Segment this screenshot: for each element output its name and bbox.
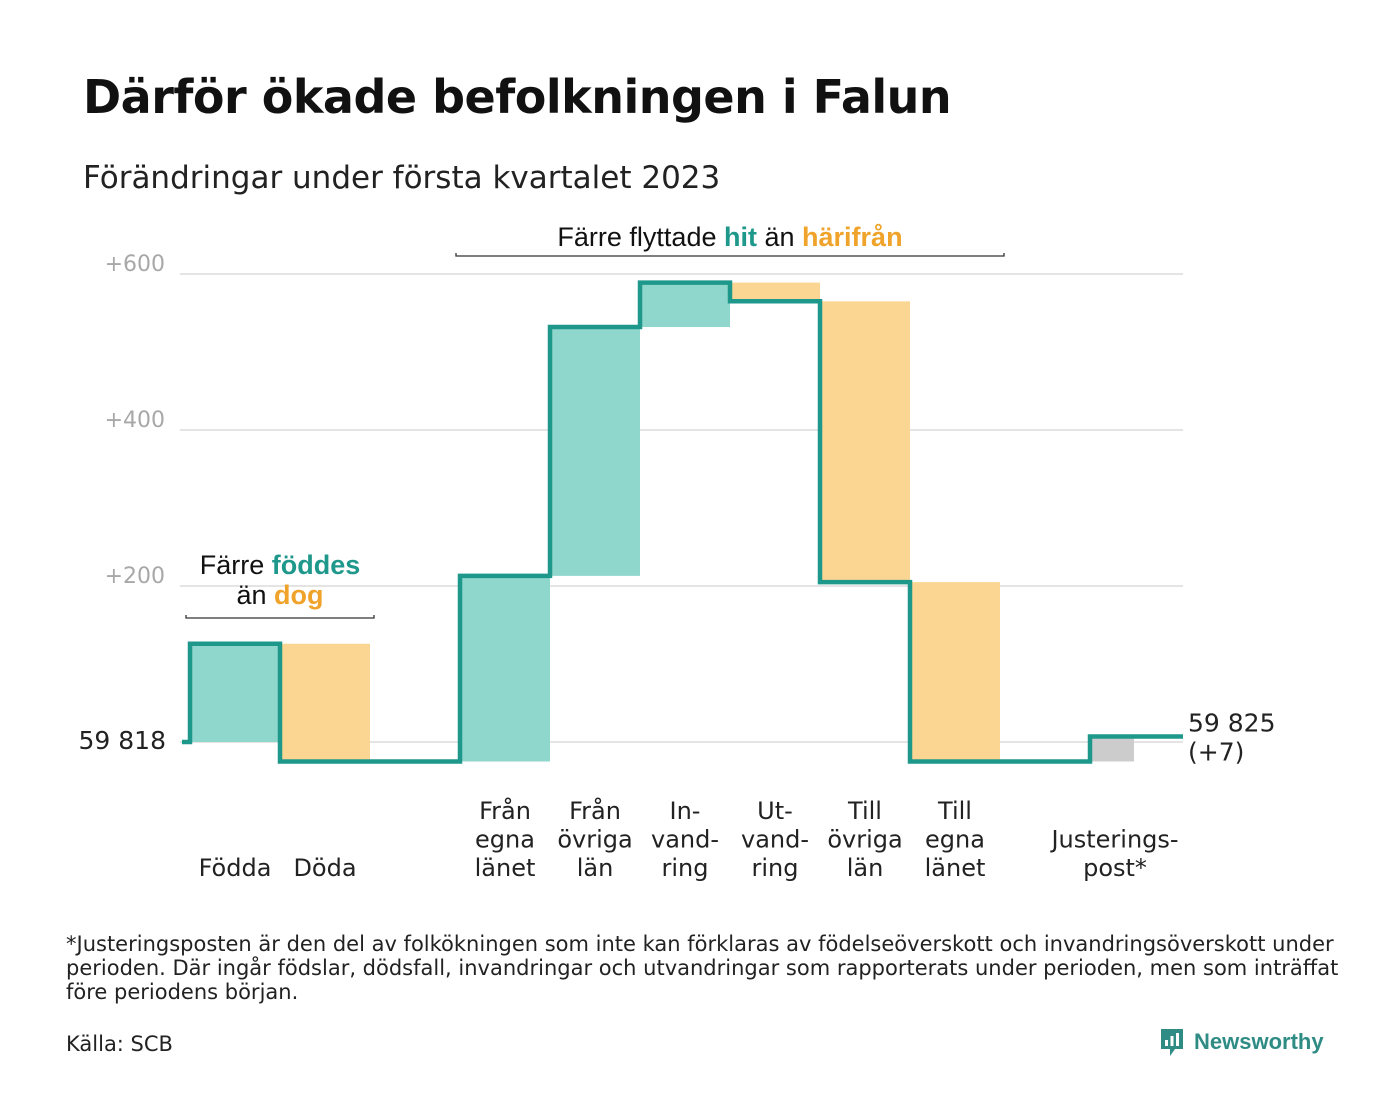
source-note: Källa: SCB xyxy=(66,1032,173,1056)
annotation-part: Färre xyxy=(200,550,272,580)
end-value-label: (+7) xyxy=(1188,738,1244,767)
category-label-till-ovriga-lan: övriga xyxy=(827,826,902,854)
category-label-till-ovriga-lan: Till xyxy=(847,797,882,825)
annotation-bracket xyxy=(185,615,375,619)
bars xyxy=(190,282,1134,762)
annotation-highlight: härifrån xyxy=(802,222,903,252)
category-label-utvandring: vand- xyxy=(741,826,809,854)
waterfall-chart: +200 +400 +600 59 818 59 825(+7) Födda Döda Frå… xyxy=(79,222,1276,882)
bar-doda xyxy=(280,643,370,762)
end-value-label: 59 825 xyxy=(1188,709,1275,738)
category-label-till-egna-lanet: egna xyxy=(925,826,985,854)
bar-utvandring xyxy=(730,282,820,302)
category-label-fodda: Födda xyxy=(199,854,272,882)
bar-till-egna-lanet xyxy=(910,582,1000,762)
category-label-till-egna-lanet: Till xyxy=(937,797,972,825)
annotation-births: än dog xyxy=(236,580,323,610)
annotation-highlight: dog xyxy=(274,580,323,610)
annotation-bracket xyxy=(455,253,1005,257)
y-tick-label: +600 xyxy=(105,252,165,277)
annotation-highlight: föddes xyxy=(272,550,361,580)
category-label-utvandring: ring xyxy=(752,854,799,882)
category-label-fran-egna-lanet: Från xyxy=(479,796,531,825)
bar-till-ovriga-lan xyxy=(820,301,910,583)
brand-name: Newsworthy xyxy=(1194,1029,1324,1054)
chart-title: Därför ökade befolkningen i Falun xyxy=(83,70,952,124)
annotation-part: än xyxy=(757,222,802,252)
category-label-invandring: In- xyxy=(670,797,701,825)
chart-subtitle: Förändringar under första kvartalet 2023 xyxy=(83,160,721,196)
category-label-justeringspost: post* xyxy=(1083,854,1147,882)
annotation-highlight: hit xyxy=(724,222,757,252)
category-label-fran-ovriga-lan: övriga xyxy=(557,826,632,854)
category-label-invandring: ring xyxy=(662,854,709,882)
bar-justeringspost xyxy=(1092,736,1134,762)
bar-fran-ovriga-lan xyxy=(550,327,640,576)
y-tick-label: +200 xyxy=(105,564,165,589)
category-label-fran-egna-lanet: egna xyxy=(475,826,535,854)
start-value-label: 59 818 xyxy=(79,726,166,755)
category-label-invandring: vand- xyxy=(651,826,719,854)
footnote: *Justeringsposten är den del av folkökni… xyxy=(66,932,1339,1004)
bar-invandring xyxy=(640,282,730,328)
step-line xyxy=(182,280,1183,764)
category-label-utvandring: Ut- xyxy=(757,797,793,825)
brand: Newsworthy xyxy=(1158,1026,1324,1058)
category-label-till-ovriga-lan: län xyxy=(847,854,884,882)
category-label-till-egna-lanet: länet xyxy=(925,854,986,882)
category-label-doda: Döda xyxy=(293,854,356,882)
waterfall-step-line xyxy=(182,280,1183,764)
labels: +200 +400 +600 59 818 59 825(+7) Födda Döda Frå… xyxy=(79,252,1276,882)
annotation-part: än xyxy=(236,580,274,610)
category-label-fran-ovriga-lan: län xyxy=(577,854,614,882)
annotation-moves: Färre flyttade hit än härifrån xyxy=(557,222,902,252)
bar-fran-egna-lanet xyxy=(460,575,550,762)
annotation-part: Färre flyttade xyxy=(557,222,724,252)
category-label-fran-ovriga-lan: Från xyxy=(569,796,621,825)
annotation-births: Färre föddes xyxy=(200,550,361,580)
category-label-fran-egna-lanet: länet xyxy=(475,854,536,882)
newsworthy-logo-icon xyxy=(1161,1029,1183,1056)
y-tick-label: +400 xyxy=(105,408,165,433)
category-label-justeringspost: Justerings- xyxy=(1049,826,1178,854)
bar-fodda xyxy=(190,643,280,742)
